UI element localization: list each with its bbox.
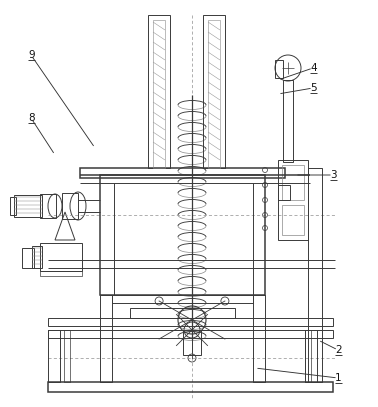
Bar [278, 160, 308, 240]
Bar [40, 271, 82, 276]
Bar [22, 248, 34, 268]
Text: 3: 3 [330, 170, 337, 180]
Bar [80, 168, 285, 178]
Bar [100, 295, 112, 382]
Bar [48, 330, 333, 338]
Bar [305, 330, 311, 382]
Text: 9: 9 [28, 50, 35, 60]
Text: 1: 1 [335, 373, 342, 383]
Bar [148, 15, 170, 168]
Bar [308, 168, 322, 330]
Bar [283, 80, 293, 162]
Bar [208, 20, 220, 168]
Bar [100, 175, 265, 295]
Bar [275, 60, 283, 78]
Bar [203, 15, 225, 168]
Text: 8: 8 [28, 113, 35, 123]
Bar [130, 308, 235, 318]
Bar [64, 330, 70, 382]
Bar [10, 197, 16, 215]
Bar [14, 195, 42, 217]
Bar [278, 185, 290, 200]
Text: 5: 5 [310, 83, 317, 93]
Bar [183, 330, 201, 355]
Bar [282, 165, 304, 200]
Bar [153, 20, 165, 168]
Text: 4: 4 [310, 63, 317, 73]
Bar [253, 295, 265, 382]
Bar [48, 382, 333, 392]
Bar [32, 246, 42, 268]
Text: 2: 2 [335, 345, 342, 355]
Bar [305, 330, 317, 382]
Bar [48, 330, 60, 382]
Bar [40, 243, 82, 271]
Bar [48, 318, 333, 326]
Bar [40, 194, 56, 218]
Bar [62, 193, 78, 219]
Bar [308, 330, 322, 382]
Bar [112, 295, 253, 303]
Bar [282, 205, 304, 235]
